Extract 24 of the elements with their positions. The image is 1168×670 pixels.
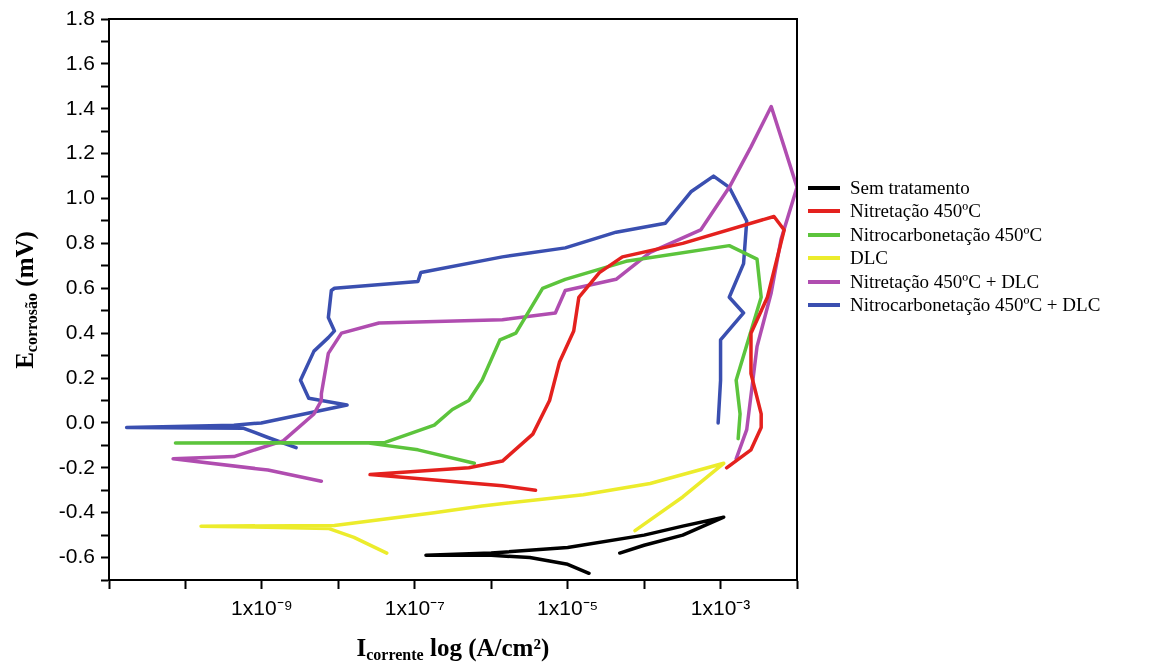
x-tick-label: 1x10⁻⁹ [231, 596, 293, 620]
y-tick-label: 0.8 [65, 230, 95, 254]
x-tick-label: 1x10⁻⁷ [384, 596, 445, 620]
x-tick-label: 1x10⁻³ [690, 596, 751, 620]
x-tick-label: 1x10⁻⁵ [537, 596, 599, 620]
y-tick-label: 1.4 [65, 95, 96, 119]
y-tick-label: 0.4 [65, 319, 96, 343]
legend-label: Sem tratamento [850, 176, 970, 199]
legend-label: Nitretação 450ºC + DLC [850, 270, 1040, 293]
y-tick-label: 1.2 [65, 140, 95, 164]
y-tick-label: 1.6 [65, 50, 95, 74]
y-tick-label: -0.2 [58, 454, 95, 478]
y-tick-label: 0.2 [65, 364, 95, 388]
legend-label: Nitrocarbonetação 450ºC + DLC [850, 294, 1101, 317]
y-tick-label: -0.4 [58, 499, 96, 523]
y-tick-label: 0.6 [65, 275, 95, 299]
y-tick-label: 1.8 [65, 5, 95, 29]
legend-label: Nitrocarbonetação 450ºC [850, 223, 1043, 246]
y-tick-label: 1.0 [65, 185, 95, 209]
y-tick-label: 0.0 [65, 409, 95, 433]
x-axis-title: I$_{corrente}$ log (A/cm²) [356, 634, 550, 664]
legend-label: Nitretação 450ºC [850, 200, 981, 223]
legend-label: DLC [850, 247, 888, 270]
y-tick-label: -0.6 [58, 544, 95, 568]
